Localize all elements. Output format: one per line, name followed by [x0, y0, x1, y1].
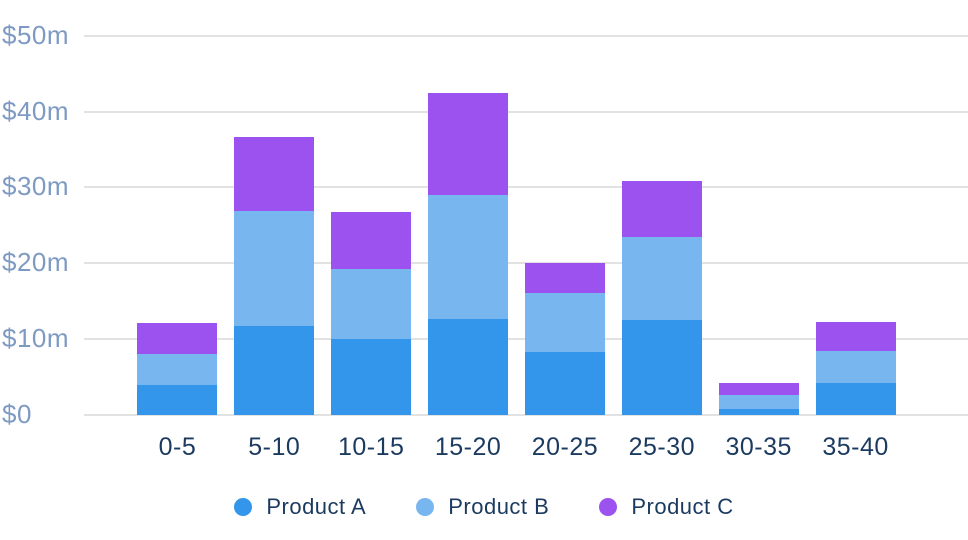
legend-label: Product C: [631, 494, 734, 519]
bar-segment-35-40-product-b[interactable]: [815, 351, 896, 384]
legend-item-product-a[interactable]: Product A: [234, 494, 366, 520]
gridline-50: [84, 34, 968, 37]
y-tick-label: $30m: [2, 171, 70, 202]
bar-segment-35-40-product-c[interactable]: [815, 321, 896, 352]
bar-segment-5-10-product-c[interactable]: [234, 137, 315, 212]
bar-segment-10-15-product-c[interactable]: [331, 211, 412, 270]
bar-30-35: [710, 0, 807, 415]
gridline-40: [84, 110, 968, 113]
bar-segment-35-40-product-a[interactable]: [815, 383, 896, 415]
y-tick-label: $0: [2, 399, 32, 429]
bar-segment-20-25-product-c[interactable]: [524, 263, 605, 293]
bar-segment-25-30-product-c[interactable]: [621, 181, 702, 237]
bar-segment-5-10-product-b[interactable]: [234, 211, 315, 327]
x-tick-label: 5-10: [248, 433, 301, 461]
bar-0-5: [129, 0, 226, 415]
bar-segment-10-15-product-b[interactable]: [331, 269, 412, 340]
y-tick-label: $20m: [2, 247, 70, 278]
legend-swatch-icon: [416, 498, 435, 516]
legend-swatch-icon: [599, 498, 618, 516]
x-tick-label: 0-5: [158, 433, 197, 461]
y-tick-label: $40m: [2, 95, 70, 126]
gridline-20: [84, 262, 968, 265]
legend: Product A Product B Product C: [0, 494, 968, 520]
bar-segment-0-5-product-a[interactable]: [137, 385, 218, 415]
bar-segment-25-30-product-b[interactable]: [621, 236, 702, 321]
y-tick-label: $10m: [2, 323, 70, 354]
bar-35-40: [807, 0, 904, 415]
x-tick-label: 10-15: [337, 433, 405, 461]
bar-10-15: [323, 0, 420, 415]
bar-25-30: [613, 0, 710, 415]
x-tick-label: 20-25: [531, 433, 599, 461]
bar-15-20: [420, 0, 517, 415]
bars-container: [129, 0, 904, 415]
bar-segment-15-20-product-c[interactable]: [428, 93, 509, 196]
bar-segment-20-25-product-b[interactable]: [524, 292, 605, 353]
bar-5-10: [226, 0, 323, 415]
bar-segment-0-5-product-b[interactable]: [137, 353, 218, 386]
bar-segment-5-10-product-a[interactable]: [234, 326, 315, 415]
legend-item-product-c[interactable]: Product C: [599, 494, 733, 520]
legend-label: Product A: [266, 494, 367, 519]
x-tick-label: 15-20: [434, 433, 502, 461]
bar-segment-20-25-product-a[interactable]: [524, 352, 605, 415]
x-tick-label: 30-35: [725, 433, 792, 461]
x-tick-label: 25-30: [628, 433, 696, 461]
bar-segment-30-35-product-c[interactable]: [718, 383, 799, 396]
bar-segment-15-20-product-b[interactable]: [428, 195, 509, 319]
bar-segment-25-30-product-a[interactable]: [621, 320, 702, 415]
x-tick-label: 35-40: [822, 433, 889, 461]
legend-swatch-icon: [234, 498, 253, 516]
y-tick-label: $50m: [2, 19, 70, 50]
x-axis: 0-5 5-10 10-15 15-20 20-25 25-30 30-35 35-40: [129, 433, 904, 462]
bar-segment-0-5-product-c[interactable]: [137, 323, 218, 354]
bar-segment-10-15-product-a[interactable]: [331, 339, 412, 415]
gridline-30: [84, 186, 968, 189]
gridline-0: [84, 414, 968, 416]
bar-segment-30-35-product-a[interactable]: [718, 408, 799, 415]
bar-segment-15-20-product-a[interactable]: [428, 318, 509, 415]
plot-area: $0 $10m $20m $30m $40m $50m: [2, 0, 968, 429]
bar-segment-30-35-product-b[interactable]: [718, 395, 799, 409]
legend-label: Product B: [448, 494, 550, 519]
bar-20-25: [517, 0, 614, 415]
legend-item-product-b[interactable]: Product B: [416, 494, 549, 520]
